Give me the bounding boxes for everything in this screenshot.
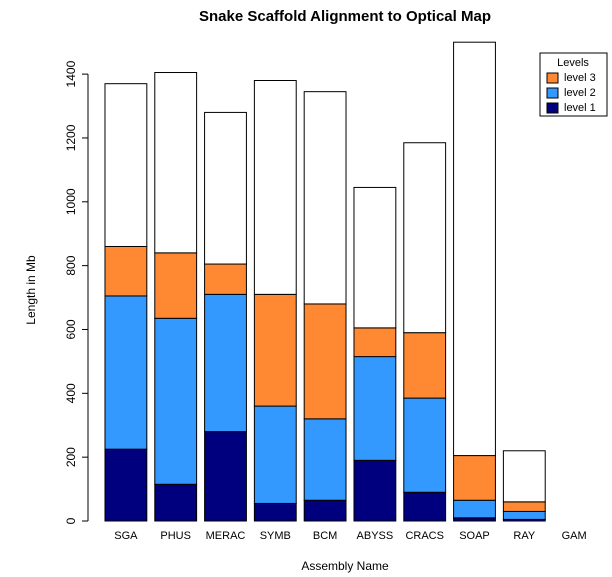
x-tick-label: CRACS	[405, 530, 444, 542]
bar-segment	[353, 186, 397, 329]
bar-segment	[154, 252, 198, 319]
bar-segment	[204, 293, 247, 433]
legend-label: level 2	[564, 87, 596, 99]
bar-segment	[204, 111, 247, 265]
bar-segment	[104, 83, 148, 247]
bar-segment	[253, 293, 297, 407]
legend-swatch	[546, 87, 559, 99]
y-tick-label: 1400	[64, 60, 78, 87]
x-tick-label: RAY	[513, 530, 535, 542]
legend-title: Levels	[557, 57, 589, 69]
bar-segment	[253, 79, 297, 295]
x-tick-label: SOAP	[459, 530, 490, 542]
x-tick-label: MERAC	[206, 530, 246, 542]
x-tick-label: BCM	[313, 530, 337, 542]
y-tick-label: 0	[64, 517, 78, 524]
bar-segment	[303, 499, 347, 522]
bar-segment	[403, 332, 447, 399]
bar-segment	[104, 295, 148, 450]
bar-segment	[353, 459, 397, 522]
bar-segment	[453, 499, 496, 519]
bar-segment	[353, 327, 397, 358]
y-tick-label: 400	[64, 383, 78, 403]
bar-segment	[403, 397, 447, 493]
bar-segment	[104, 245, 148, 297]
bar-segment	[154, 483, 198, 522]
legend-swatch	[546, 72, 559, 84]
y-tick-label: 800	[64, 255, 78, 275]
bar-segment	[403, 142, 447, 334]
x-tick-label: PHUS	[160, 530, 191, 542]
bar-segment	[453, 455, 496, 501]
bar-segment	[303, 418, 347, 501]
y-tick-label: 200	[64, 447, 78, 467]
legend-label: level 3	[564, 72, 596, 84]
x-tick-label: SGA	[114, 530, 138, 542]
bar-segment	[303, 303, 347, 420]
bar-segment	[403, 491, 447, 522]
bar-segment	[253, 405, 297, 504]
y-tick-label: 1200	[64, 124, 78, 151]
x-tick-label: ABYSS	[357, 530, 394, 542]
bar-segment	[204, 263, 247, 295]
y-tick-label: 600	[64, 319, 78, 339]
bar-segment	[303, 91, 347, 305]
legend-swatch	[546, 102, 559, 114]
legend-label: level 1	[564, 102, 596, 114]
bar-segment	[253, 502, 297, 522]
bar-segment	[502, 510, 546, 520]
bar-segment	[154, 317, 198, 485]
bar-segment	[104, 448, 148, 522]
bar-segment	[353, 356, 397, 461]
bar-segment	[154, 72, 198, 254]
x-tick-label: SYMB	[260, 530, 291, 542]
bar-segment	[453, 41, 496, 457]
chart-title: Snake Scaffold Alignment to Optical Map	[199, 8, 491, 25]
y-tick-label: 1000	[64, 188, 78, 215]
x-axis-label: Assembly Name	[301, 559, 389, 573]
bar-segment	[502, 450, 546, 503]
y-axis-label: Length in Mb	[24, 255, 38, 325]
x-tick-label: GAM	[562, 530, 587, 542]
bar-segment	[204, 431, 247, 522]
bar-segment	[502, 501, 546, 512]
